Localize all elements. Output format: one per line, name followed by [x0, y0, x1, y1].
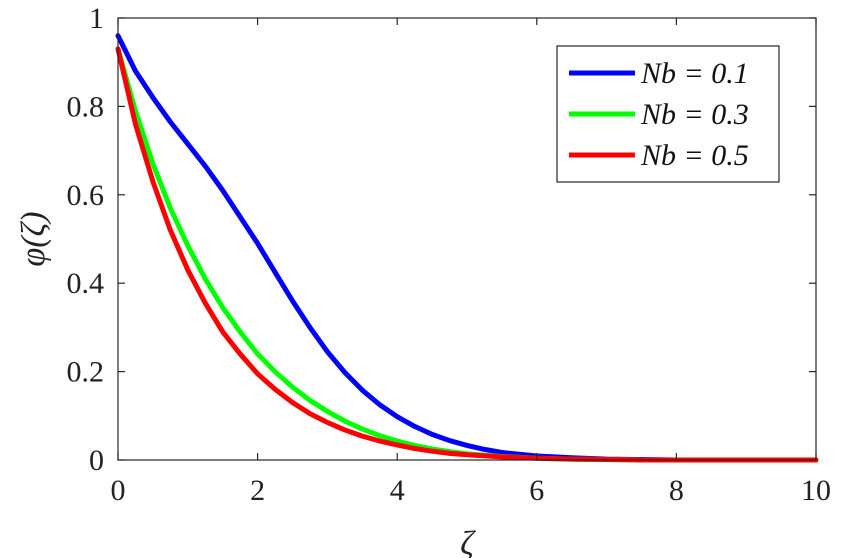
- y-axis-label: φ(ζ): [15, 211, 52, 266]
- x-tick-label: 2: [250, 474, 265, 507]
- ticks-layer: 0 2 4 6 8 10 0 0.2 0.4 0.6 0.8 1: [67, 2, 832, 507]
- legend-label-3: Nb = 0.5: [640, 139, 749, 172]
- y-tick-label: 0: [89, 444, 104, 477]
- y-tick-label: 0.4: [67, 267, 105, 300]
- x-axis-label: ζ: [460, 525, 476, 558]
- legend: Nb = 0.1 Nb = 0.3 Nb = 0.5: [556, 45, 780, 183]
- y-tick-label: 1: [89, 2, 104, 35]
- plot-area-frame: [117, 17, 817, 461]
- y-tick-label: 0.2: [67, 356, 105, 389]
- legend-label-2: Nb = 0.3: [640, 98, 749, 131]
- legend-label-1: Nb = 0.1: [640, 57, 749, 90]
- x-tick-label: 0: [111, 474, 126, 507]
- y-tick-label: 0.6: [67, 179, 105, 212]
- series-line-3: [115, 46, 819, 463]
- x-tick-label: 10: [801, 474, 831, 507]
- x-tick-label: 8: [669, 474, 684, 507]
- x-tick-label: 4: [390, 474, 405, 507]
- y-tick-label: 0.8: [67, 90, 105, 123]
- series-layer: [115, 33, 819, 463]
- x-tick-label: 6: [529, 474, 544, 507]
